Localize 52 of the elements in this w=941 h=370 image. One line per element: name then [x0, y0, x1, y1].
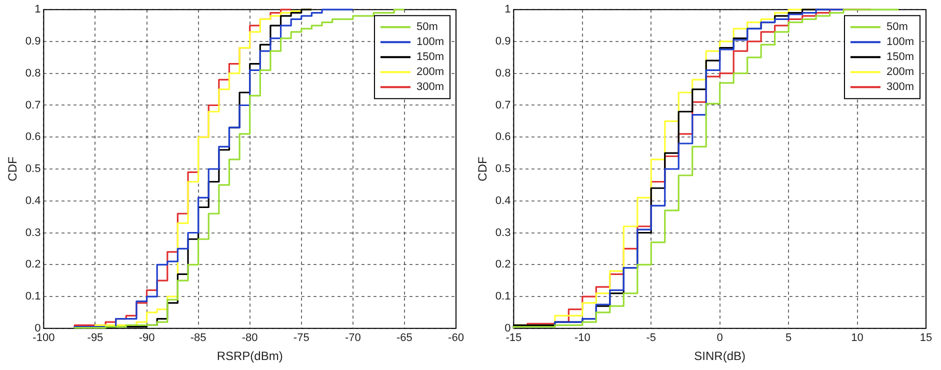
legend-label: 100m: [886, 36, 914, 48]
x-tick-label: -60: [448, 332, 464, 344]
x-tick-label: -100: [32, 332, 55, 344]
y-tick-label: 0.3: [495, 226, 511, 239]
x-tick-label: 10: [851, 332, 864, 344]
legend-label: 200m: [416, 66, 444, 78]
y-axis-title: CDF: [6, 156, 20, 182]
y-tick-label: 0.8: [495, 67, 511, 80]
x-axis-title: SINR(dB): [694, 349, 746, 364]
x-tick-label: -10: [574, 332, 590, 344]
y-tick-label: 1: [504, 4, 511, 16]
x-tick-label: 5: [786, 332, 792, 344]
y-tick-label: 0.6: [25, 131, 41, 144]
y-tick-label: 0.7: [25, 99, 41, 112]
y-tick-label: 0.8: [25, 67, 41, 80]
y-tick-label: 0.9: [25, 36, 41, 48]
legend-label: 200m: [886, 66, 914, 78]
y-tick-label: 0.4: [25, 194, 41, 207]
y-tick-label: 0.2: [495, 258, 511, 271]
y-axis-title: CDF: [476, 156, 490, 182]
y-tick-label: 0.1: [495, 290, 511, 303]
y-tick-label: 0.5: [495, 163, 511, 176]
y-tick-label: 0.4: [495, 194, 511, 207]
x-tick-label: -75: [293, 332, 310, 344]
x-tick-label: 0: [716, 332, 723, 344]
y-tick-label: 0.2: [25, 258, 41, 271]
y-tick-label: 0.6: [495, 131, 511, 144]
y-tick-label: 0.1: [25, 290, 41, 303]
y-tick-label: 0: [34, 322, 41, 334]
x-tick-label: 15: [920, 332, 932, 344]
legend-label: 50m: [886, 21, 908, 34]
x-axis-title: RSRP(dBm): [216, 349, 283, 364]
y-tick-label: 0.5: [25, 163, 41, 176]
x-tick-label: -80: [242, 332, 258, 344]
x-tick-label: -15: [506, 332, 522, 344]
y-tick-label: 1: [34, 4, 41, 16]
legend-label: 300m: [416, 81, 444, 94]
x-tick-label: -70: [344, 332, 361, 344]
legend-label: 50m: [416, 21, 438, 34]
legend-label: 150m: [416, 51, 444, 64]
legend-label: 300m: [886, 81, 914, 94]
y-tick-label: 0: [504, 322, 511, 334]
y-tick-label: 0.9: [495, 36, 511, 48]
legend-label: 100m: [416, 36, 444, 48]
x-tick-label: -5: [646, 332, 656, 344]
y-tick-label: 0.3: [25, 226, 41, 239]
x-tick-label: -90: [138, 332, 155, 344]
legend-label: 150m: [886, 51, 914, 64]
y-tick-label: 0.7: [495, 99, 511, 112]
x-tick-label: -95: [87, 332, 104, 344]
x-tick-label: -85: [190, 332, 206, 344]
x-tick-label: -65: [396, 332, 412, 344]
